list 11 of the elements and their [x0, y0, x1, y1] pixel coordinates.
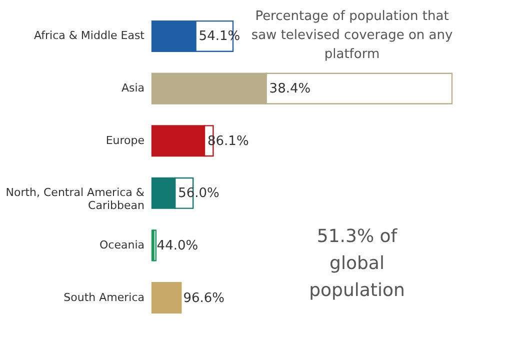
y-tick-label: South America: [64, 290, 144, 304]
annotation: 51.3% of global population: [309, 226, 405, 301]
annotation: 44.0%: [156, 238, 198, 254]
text: Percentage of population that saw televised coverage on any platform: [251, 9, 453, 62]
y-tick-label: Oceania: [100, 238, 144, 252]
annotation: 96.6%: [183, 290, 225, 306]
y-tick-label: Europe: [106, 134, 145, 147]
y-tick-label: North, Central America & Caribbean: [6, 186, 145, 212]
y-tick-label: Asia: [121, 82, 144, 95]
y-tick-label: Africa & Middle East: [34, 29, 146, 42]
annotation: 38.4%: [269, 82, 311, 97]
